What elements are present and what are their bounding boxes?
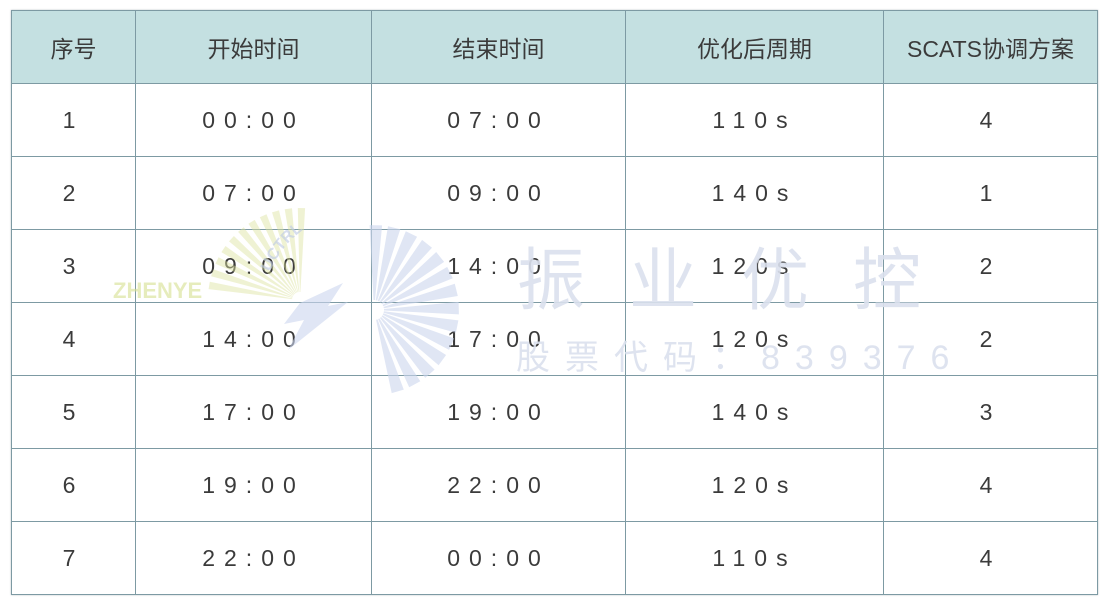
svg-text:ZHENYE: ZHENYE xyxy=(113,278,202,303)
